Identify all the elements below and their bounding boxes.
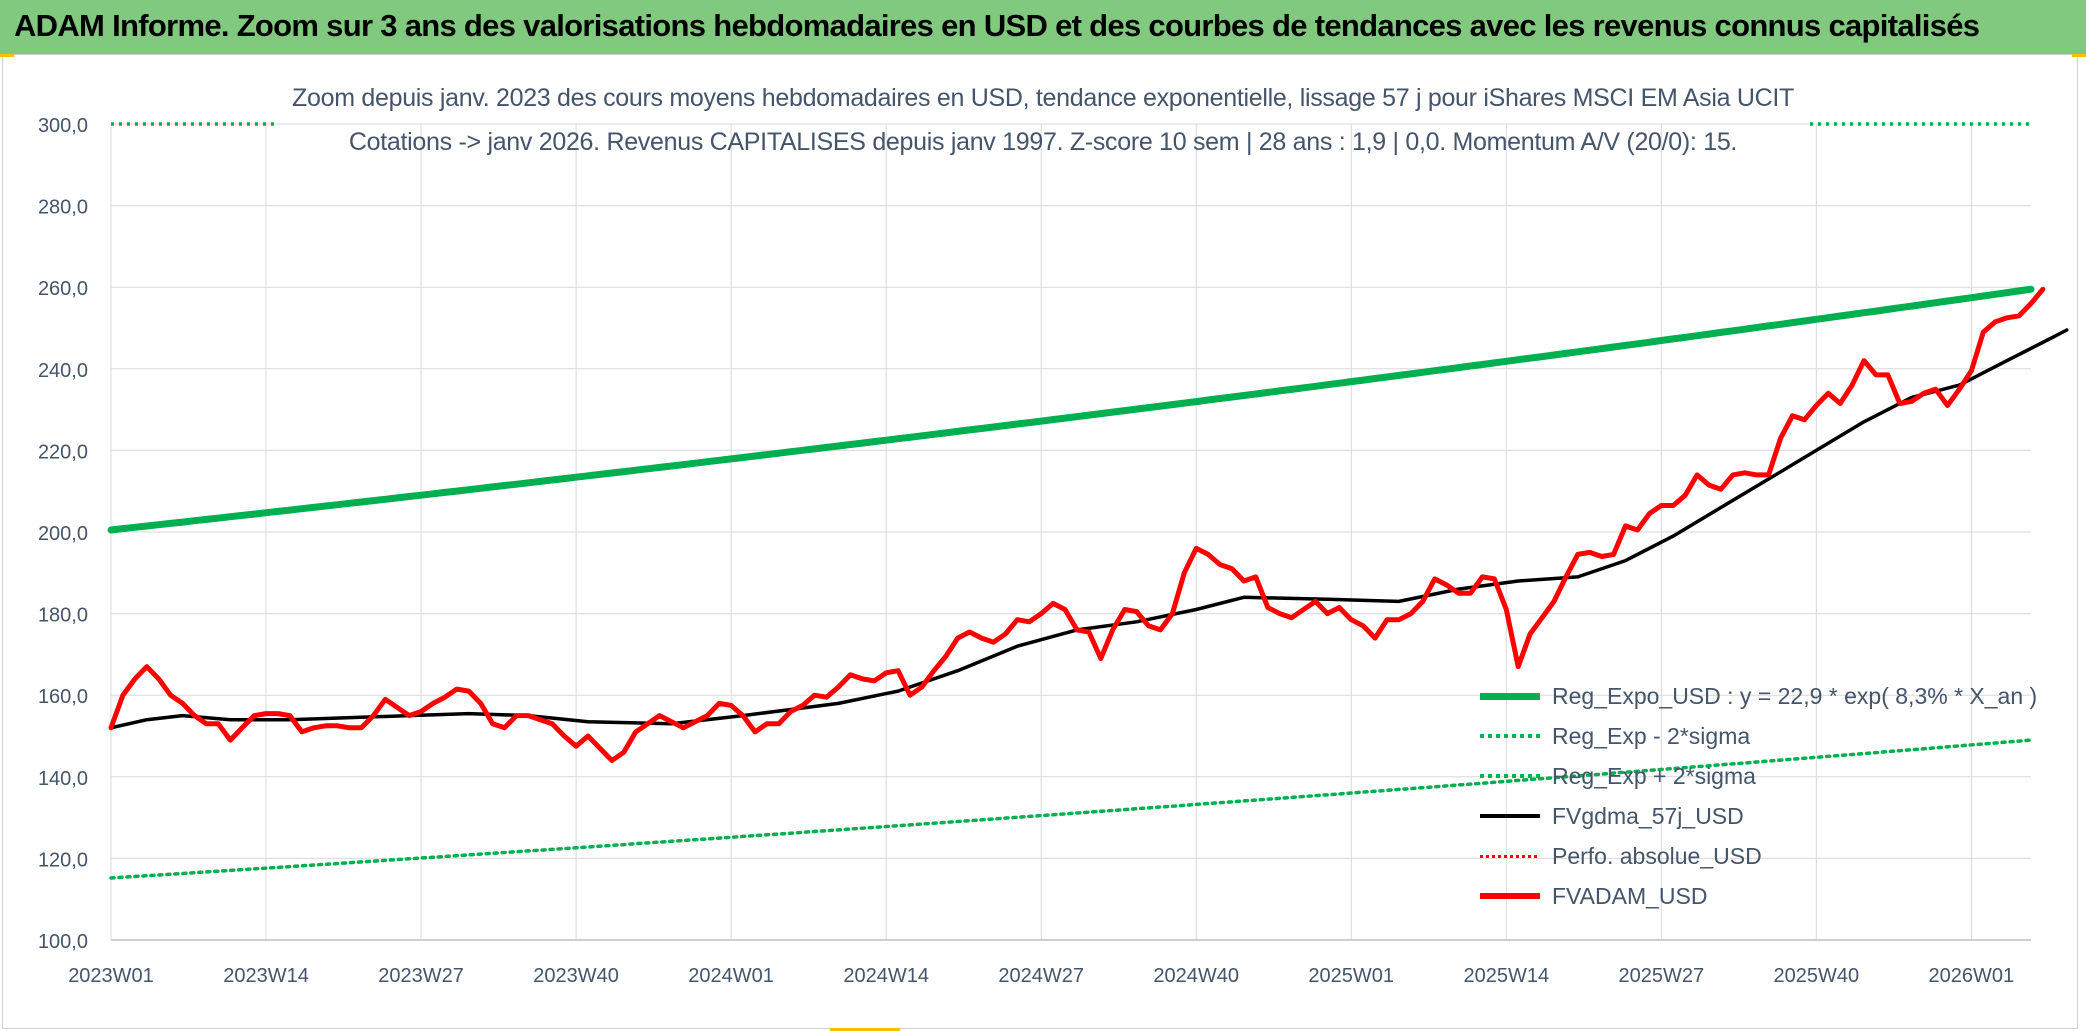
legend-swatch-fvadam xyxy=(1480,893,1540,899)
chart-title-line-1: Zoom depuis janv. 2023 des cours moyens … xyxy=(292,84,1794,112)
corner-marker-bottom xyxy=(830,1028,900,1031)
y-tick-label: 200,0 xyxy=(38,523,88,545)
x-tick-label: 2024W01 xyxy=(688,965,774,987)
legend-item-fvadam: FVADAM_USD xyxy=(1480,876,2037,916)
legend-swatch-fvgdma xyxy=(1480,814,1540,818)
series-fvadam xyxy=(108,286,2046,763)
x-tick-label: 2023W40 xyxy=(533,965,619,987)
legend-item-fvgdma: FVgdma_57j_USD xyxy=(1480,796,2037,836)
legend-item-perfo: Perfo. absolue_USD xyxy=(1480,836,2037,876)
corner-marker-right xyxy=(2072,54,2086,57)
report-title: ADAM Informe. Zoom sur 3 ans des valoris… xyxy=(14,8,1980,43)
y-tick-label: 300,0 xyxy=(38,115,88,137)
legend-swatch-reg-expo xyxy=(1480,692,1540,700)
legend-label-fvgdma: FVgdma_57j_USD xyxy=(1552,802,1744,829)
x-tick-label: 2025W40 xyxy=(1774,965,1860,987)
x-tick-label: 2026W01 xyxy=(1929,965,2015,987)
y-tick-label: 220,0 xyxy=(38,441,88,463)
legend-label-reg-exp-plus: Reg_Exp + 2*sigma xyxy=(1552,762,1756,789)
chart-frame xyxy=(2,54,2078,1029)
x-tick-label: 2023W27 xyxy=(378,965,464,987)
report-header: ADAM Informe. Zoom sur 3 ans des valoris… xyxy=(0,0,2086,54)
legend-label-fvadam: FVADAM_USD xyxy=(1552,882,1708,909)
legend-swatch-reg-exp-plus xyxy=(1480,774,1540,778)
x-tick-label: 2024W27 xyxy=(998,965,1084,987)
legend-label-reg-exp-minus: Reg_Exp - 2*sigma xyxy=(1552,722,1751,749)
x-tick-label: 2024W14 xyxy=(843,965,929,987)
x-tick-label: 2025W27 xyxy=(1618,965,1704,987)
x-tick-label: 2025W01 xyxy=(1308,965,1394,987)
chart-title-line-2: Cotations -> janv 2026. Revenus CAPITALI… xyxy=(348,128,1738,156)
legend-label-reg-expo: Reg_Expo_USD : y = 22,9 * exp( 8,3% * X_… xyxy=(1552,682,2038,709)
x-tick-label: 2025W14 xyxy=(1463,965,1549,987)
y-tick-label: 280,0 xyxy=(38,197,88,219)
legend-item-reg-exp-plus: Reg_Exp + 2*sigma xyxy=(1480,756,2037,796)
y-tick-label: 260,0 xyxy=(38,278,88,300)
y-tick-label: 100,0 xyxy=(38,931,88,953)
series-reg-exp-minus xyxy=(109,738,2033,880)
series-reg-expo xyxy=(107,285,2035,534)
legend-label-perfo: Perfo. absolue_USD xyxy=(1552,842,1762,869)
y-tick-label: 120,0 xyxy=(38,849,88,871)
legend-swatch-reg-exp-minus xyxy=(1480,734,1540,738)
legend-item-reg-expo: Reg_Expo_USD : y = 22,9 * exp( 8,3% * X_… xyxy=(1480,676,2037,716)
series-fvgdma xyxy=(109,328,2069,730)
legend-item-reg-exp-minus: Reg_Exp - 2*sigma xyxy=(1480,716,2037,756)
y-tick-label: 240,0 xyxy=(38,360,88,382)
x-tick-label: 2023W01 xyxy=(68,965,154,987)
x-tick-label: 2024W40 xyxy=(1153,965,1239,987)
chart-legend: Reg_Expo_USD : y = 22,9 * exp( 8,3% * X_… xyxy=(1480,676,2037,916)
y-tick-label: 160,0 xyxy=(38,686,88,708)
y-tick-label: 140,0 xyxy=(38,768,88,790)
corner-marker-left xyxy=(0,54,14,57)
y-tick-label: 180,0 xyxy=(38,605,88,627)
legend-swatch-perfo xyxy=(1480,854,1540,858)
x-tick-label: 2023W14 xyxy=(223,965,309,987)
